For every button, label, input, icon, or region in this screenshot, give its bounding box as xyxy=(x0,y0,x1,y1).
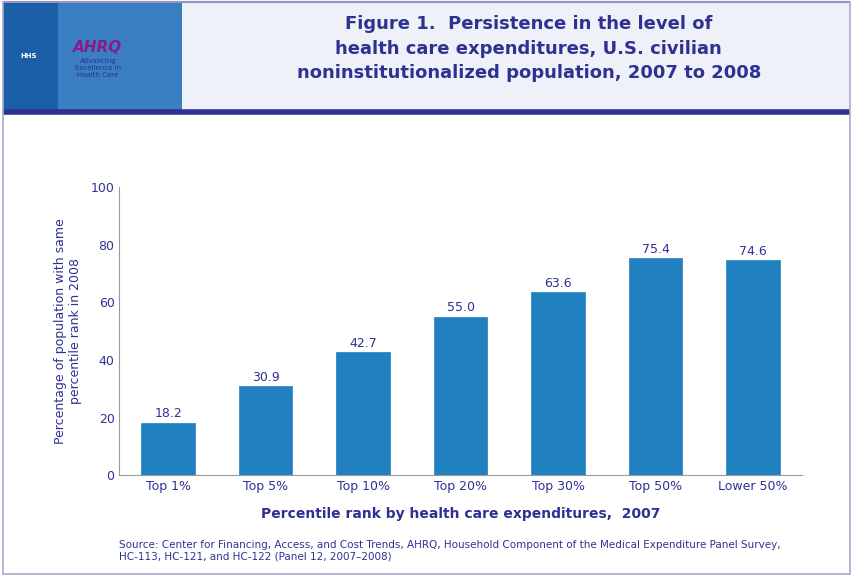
Bar xyxy=(434,317,486,475)
Text: 18.2: 18.2 xyxy=(154,407,181,420)
Bar xyxy=(239,386,292,475)
Text: 55.0: 55.0 xyxy=(446,301,474,314)
Bar xyxy=(336,352,389,475)
Text: 42.7: 42.7 xyxy=(348,337,377,350)
Text: 75.4: 75.4 xyxy=(641,242,669,256)
Bar xyxy=(531,292,584,475)
Text: 74.6: 74.6 xyxy=(739,245,766,258)
Y-axis label: Percentage of population with same
percentile rank in 2008: Percentage of population with same perce… xyxy=(55,218,83,444)
X-axis label: Percentile rank by health care expenditures,  2007: Percentile rank by health care expenditu… xyxy=(261,507,659,521)
Text: health care expenditures, U.S. civilian: health care expenditures, U.S. civilian xyxy=(335,40,722,58)
Text: noninstitutionalized population, 2007 to 2008: noninstitutionalized population, 2007 to… xyxy=(296,64,760,82)
Text: Advancing
Excellence in
Health Care: Advancing Excellence in Health Care xyxy=(75,58,121,78)
Bar xyxy=(141,423,195,475)
Bar xyxy=(725,260,779,475)
Text: AHRQ: AHRQ xyxy=(73,40,123,55)
Text: Figure 1.  Persistence in the level of: Figure 1. Persistence in the level of xyxy=(345,16,711,33)
Text: HHS: HHS xyxy=(20,53,37,59)
Text: 63.6: 63.6 xyxy=(544,276,571,290)
Text: Source: Center for Financing, Access, and Cost Trends, AHRQ, Household Component: Source: Center for Financing, Access, an… xyxy=(119,540,780,562)
Bar xyxy=(628,258,682,475)
Text: 30.9: 30.9 xyxy=(251,371,279,384)
